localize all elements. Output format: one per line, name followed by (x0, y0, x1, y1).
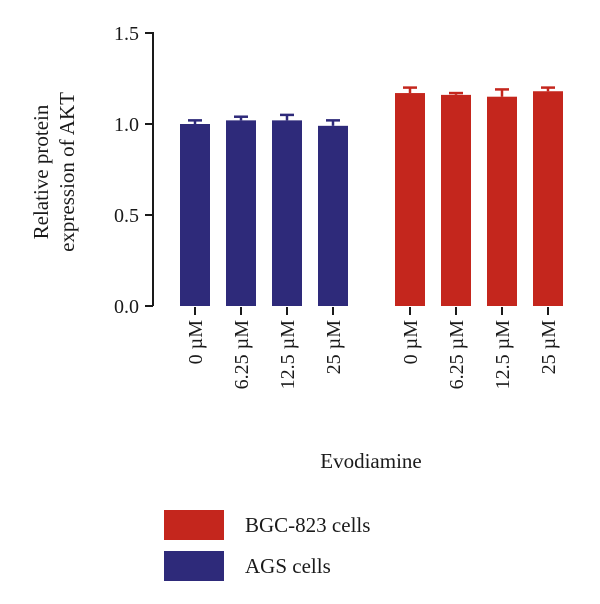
x-tick-labels: 0 µM 6.25 µM 12.5 µM 25 µM 0 µM 6.25 µM 12.5 µ… (185, 307, 560, 389)
bars (180, 86, 563, 307)
y-axis: 0.0 0.5 1.0 1.5 (114, 23, 154, 318)
x-axis-title: Evodiamine (320, 449, 421, 473)
legend-label: AGS cells (245, 554, 331, 578)
y-tick-label: 1.0 (114, 114, 139, 136)
y-tick-label: 1.5 (114, 23, 139, 45)
x-tick-label: 0 µM (185, 320, 207, 365)
x-tick-label: 12.5 µM (277, 320, 299, 390)
legend: BGC-823 cells AGS cells (164, 510, 370, 581)
y-tick-label: 0.5 (114, 205, 139, 227)
x-tick-label: 0 µM (400, 320, 422, 365)
y-axis-title-line-1: Relative protein (29, 104, 53, 239)
x-tick-label: 25 µM (323, 320, 345, 375)
legend-label: BGC-823 cells (245, 513, 370, 537)
x-tick-label: 25 µM (538, 320, 560, 375)
bar (533, 91, 563, 307)
bar (318, 125, 348, 306)
bar (395, 93, 425, 306)
legend-swatch (164, 551, 224, 581)
bar (272, 120, 302, 306)
bar (487, 96, 517, 306)
y-axis-title: Relative protein expression of AKT (29, 92, 79, 252)
bar (441, 94, 471, 306)
x-tick-label: 12.5 µM (492, 320, 514, 390)
x-tick-label: 6.25 µM (231, 320, 253, 390)
y-axis-title-line-2: expression of AKT (55, 92, 79, 252)
bar (180, 124, 210, 306)
x-tick-label: 6.25 µM (446, 320, 468, 390)
legend-swatch (164, 510, 224, 540)
y-tick-label: 0.0 (114, 296, 139, 318)
bar (226, 120, 256, 306)
